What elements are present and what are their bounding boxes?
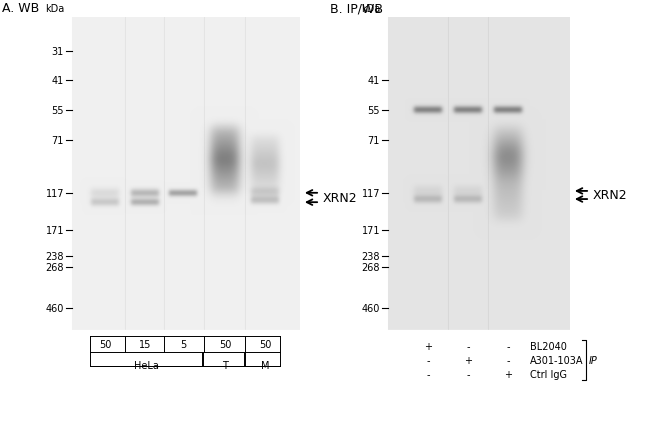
Text: HeLa: HeLa xyxy=(133,360,159,370)
Text: M: M xyxy=(261,360,269,370)
Text: 55: 55 xyxy=(367,106,380,116)
Text: kDa: kDa xyxy=(361,4,380,14)
Text: kDa: kDa xyxy=(45,4,64,14)
Text: 71: 71 xyxy=(51,135,64,145)
Text: +: + xyxy=(464,355,472,365)
Text: 268: 268 xyxy=(361,262,380,273)
Text: 41: 41 xyxy=(52,76,64,86)
Text: 268: 268 xyxy=(46,262,64,273)
Text: 41: 41 xyxy=(368,76,380,86)
Text: -: - xyxy=(426,369,430,379)
Text: 15: 15 xyxy=(139,339,151,349)
Text: B. IP/WB: B. IP/WB xyxy=(330,2,383,15)
Text: -: - xyxy=(506,341,510,351)
Text: A. WB: A. WB xyxy=(2,2,39,15)
Text: 238: 238 xyxy=(46,251,64,261)
Text: 460: 460 xyxy=(46,303,64,313)
Text: 50: 50 xyxy=(219,339,231,349)
Text: XRN2: XRN2 xyxy=(593,189,628,202)
Text: 50: 50 xyxy=(259,339,271,349)
Text: +: + xyxy=(424,341,432,351)
Text: 31: 31 xyxy=(52,47,64,58)
Text: 117: 117 xyxy=(46,188,64,199)
Text: 55: 55 xyxy=(51,106,64,116)
Text: XRN2: XRN2 xyxy=(323,192,358,204)
Text: -: - xyxy=(506,355,510,365)
Text: 171: 171 xyxy=(46,226,64,236)
Text: -: - xyxy=(426,355,430,365)
Text: BL2040: BL2040 xyxy=(530,341,567,351)
Text: 71: 71 xyxy=(368,135,380,145)
Text: Ctrl IgG: Ctrl IgG xyxy=(530,369,567,379)
Text: 171: 171 xyxy=(361,226,380,236)
Text: IP: IP xyxy=(589,355,598,365)
Text: 460: 460 xyxy=(361,303,380,313)
Text: +: + xyxy=(504,369,512,379)
Text: A301-103A: A301-103A xyxy=(530,355,584,365)
Text: 238: 238 xyxy=(361,251,380,261)
Text: 50: 50 xyxy=(99,339,111,349)
Text: -: - xyxy=(466,341,470,351)
Text: -: - xyxy=(466,369,470,379)
Text: T: T xyxy=(222,360,228,370)
Text: 117: 117 xyxy=(361,188,380,199)
Text: 5: 5 xyxy=(180,339,186,349)
